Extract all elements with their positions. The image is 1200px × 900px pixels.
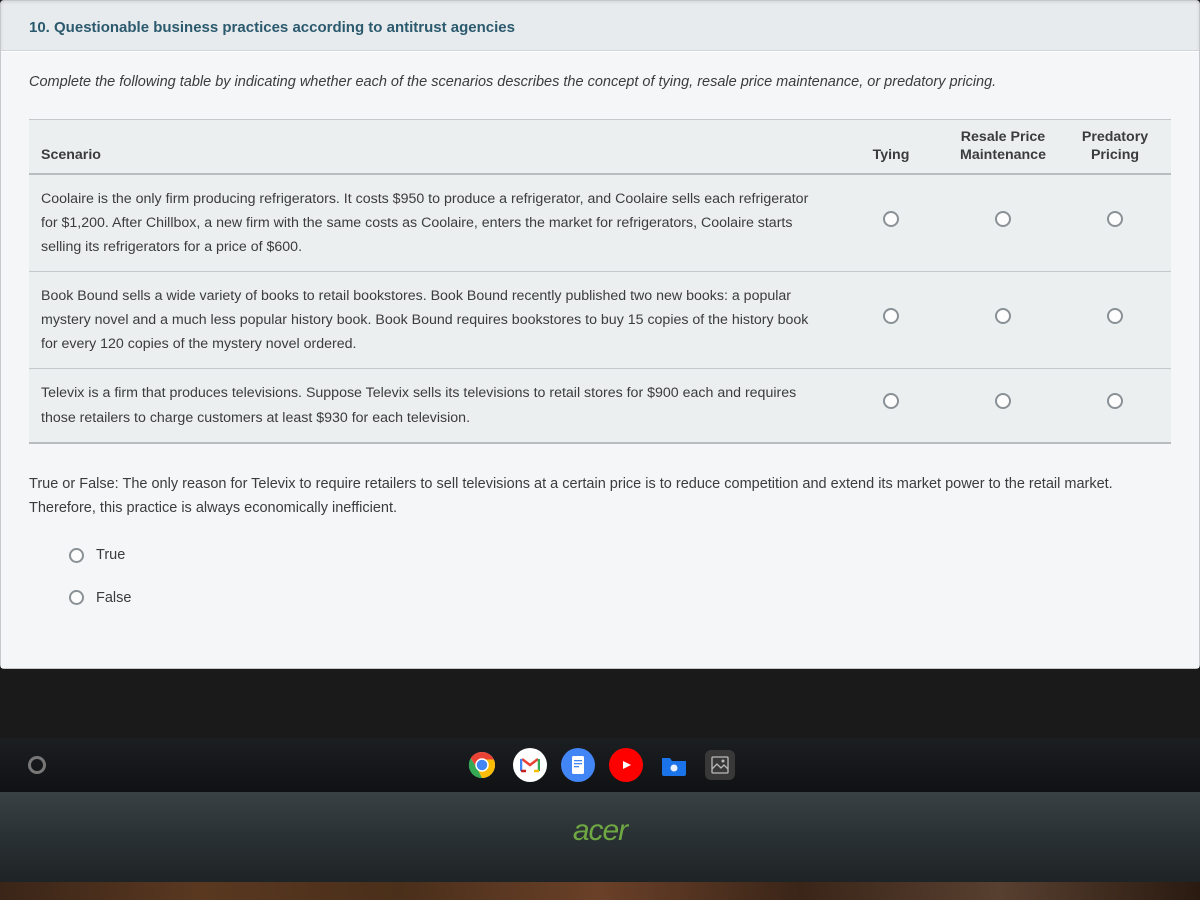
radio-predatory-pricing-row1[interactable] bbox=[1107, 308, 1123, 324]
question-instructions: Complete the following table by indicati… bbox=[1, 52, 1199, 119]
desk-surface bbox=[0, 882, 1200, 900]
radio-cell-resale-price-maintenance bbox=[947, 174, 1059, 272]
docs-app-icon[interactable] bbox=[561, 748, 595, 782]
radio-resale-price-maintenance-row0[interactable] bbox=[995, 211, 1011, 227]
option-false-label: False bbox=[96, 586, 131, 611]
header-scenario: Scenario bbox=[29, 119, 835, 173]
radio-cell-resale-price-maintenance bbox=[947, 369, 1059, 443]
taskbar-left bbox=[20, 748, 54, 782]
option-false[interactable]: False bbox=[69, 586, 1171, 611]
radio-cell-resale-price-maintenance bbox=[947, 271, 1059, 368]
true-false-prompt: True or False: The only reason for Telev… bbox=[29, 472, 1171, 521]
launcher-button[interactable] bbox=[20, 748, 54, 782]
radio-icon bbox=[69, 548, 84, 563]
radio-predatory-pricing-row0[interactable] bbox=[1107, 211, 1123, 227]
header-resale-price-maintenance: Resale Price Maintenance bbox=[947, 119, 1059, 173]
radio-resale-price-maintenance-row2[interactable] bbox=[995, 393, 1011, 409]
gmail-icon bbox=[520, 757, 540, 773]
header-rpm-l2: Maintenance bbox=[960, 147, 1046, 163]
chrome-app-icon[interactable] bbox=[465, 748, 499, 782]
radio-predatory-pricing-row2[interactable] bbox=[1107, 393, 1123, 409]
radio-icon bbox=[69, 590, 84, 605]
scenario-text: Coolaire is the only firm producing refr… bbox=[29, 174, 835, 272]
quiz-card: 10. Questionable business practices acco… bbox=[0, 0, 1200, 669]
gmail-app-icon[interactable] bbox=[513, 748, 547, 782]
scenario-text: Book Bound sells a wide variety of books… bbox=[29, 271, 835, 368]
option-true-label: True bbox=[96, 543, 125, 568]
scenario-text: Televix is a firm that produces televisi… bbox=[29, 369, 835, 443]
chrome-icon bbox=[468, 751, 496, 779]
true-false-options: True False bbox=[29, 521, 1171, 610]
header-pred-l1: Predatory bbox=[1082, 129, 1148, 145]
scenario-table: Scenario Tying Resale Price Maintenance … bbox=[29, 119, 1171, 444]
question-body: Complete the following table by indicati… bbox=[1, 51, 1199, 668]
youtube-app-icon[interactable] bbox=[609, 748, 643, 782]
option-true[interactable]: True bbox=[69, 543, 1171, 568]
question-title: 10. Questionable business practices acco… bbox=[1, 1, 1199, 51]
radio-cell-tying bbox=[835, 369, 947, 443]
radio-cell-predatory-pricing bbox=[1059, 174, 1171, 272]
header-pred-l2: Pricing bbox=[1091, 147, 1139, 163]
radio-tying-row2[interactable] bbox=[883, 393, 899, 409]
table-header-row: Scenario Tying Resale Price Maintenance … bbox=[29, 119, 1171, 173]
files-icon bbox=[660, 753, 688, 777]
radio-tying-row1[interactable] bbox=[883, 308, 899, 324]
header-tying: Tying bbox=[835, 119, 947, 173]
header-predatory-pricing: Predatory Pricing bbox=[1059, 119, 1171, 173]
radio-tying-row0[interactable] bbox=[883, 211, 899, 227]
radio-cell-predatory-pricing bbox=[1059, 271, 1171, 368]
radio-cell-tying bbox=[835, 271, 947, 368]
true-false-section: True or False: The only reason for Telev… bbox=[1, 472, 1199, 669]
radio-cell-predatory-pricing bbox=[1059, 369, 1171, 443]
header-rpm-l1: Resale Price bbox=[961, 129, 1045, 145]
taskbar bbox=[0, 738, 1200, 792]
acer-logo: acer bbox=[573, 814, 627, 848]
radio-resale-price-maintenance-row1[interactable] bbox=[995, 308, 1011, 324]
files-app-icon[interactable] bbox=[657, 748, 691, 782]
table-row: Coolaire is the only firm producing refr… bbox=[29, 174, 1171, 272]
laptop-lid: acer bbox=[0, 792, 1200, 900]
gallery-app-icon[interactable] bbox=[705, 750, 735, 780]
gallery-icon bbox=[711, 756, 729, 774]
table-row: Book Bound sells a wide variety of books… bbox=[29, 271, 1171, 368]
launcher-icon bbox=[28, 756, 46, 774]
table-row: Televix is a firm that produces televisi… bbox=[29, 369, 1171, 443]
radio-cell-tying bbox=[835, 174, 947, 272]
docs-icon bbox=[570, 755, 586, 775]
youtube-icon bbox=[619, 758, 633, 772]
